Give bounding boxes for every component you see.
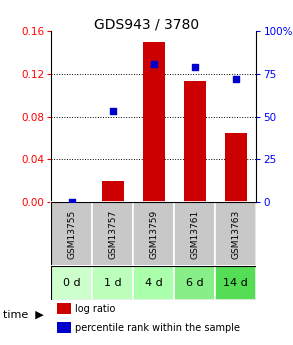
Bar — [183, 81, 206, 202]
Bar — [133, 202, 174, 266]
Text: GSM13755: GSM13755 — [67, 209, 76, 259]
Text: percentile rank within the sample: percentile rank within the sample — [75, 323, 240, 333]
Bar — [215, 266, 256, 300]
Point — [151, 61, 156, 66]
Bar — [51, 202, 92, 266]
Text: GSM13757: GSM13757 — [108, 209, 117, 259]
Text: time  ▶: time ▶ — [3, 310, 44, 319]
Text: 1 d: 1 d — [104, 278, 122, 288]
Bar — [57, 323, 71, 333]
Bar — [174, 202, 215, 266]
Bar — [174, 266, 215, 300]
Text: log ratio: log ratio — [75, 304, 115, 314]
Text: GSM13763: GSM13763 — [231, 209, 240, 259]
Bar — [92, 202, 133, 266]
Point — [234, 76, 238, 82]
Text: 14 d: 14 d — [224, 278, 248, 288]
Bar — [101, 181, 124, 202]
Bar — [225, 132, 247, 202]
Text: GSM13761: GSM13761 — [190, 209, 199, 259]
Text: GDS943 / 3780: GDS943 / 3780 — [94, 17, 199, 31]
Bar — [142, 42, 165, 202]
Text: 4 d: 4 d — [145, 278, 163, 288]
Bar — [92, 266, 133, 300]
Bar — [51, 266, 92, 300]
Bar — [215, 202, 256, 266]
Text: GSM13759: GSM13759 — [149, 209, 158, 259]
Text: 6 d: 6 d — [186, 278, 204, 288]
Point — [193, 64, 197, 70]
Bar — [133, 266, 174, 300]
Bar — [57, 303, 71, 314]
Point — [69, 199, 74, 205]
Point — [110, 109, 115, 114]
Text: 0 d: 0 d — [63, 278, 81, 288]
